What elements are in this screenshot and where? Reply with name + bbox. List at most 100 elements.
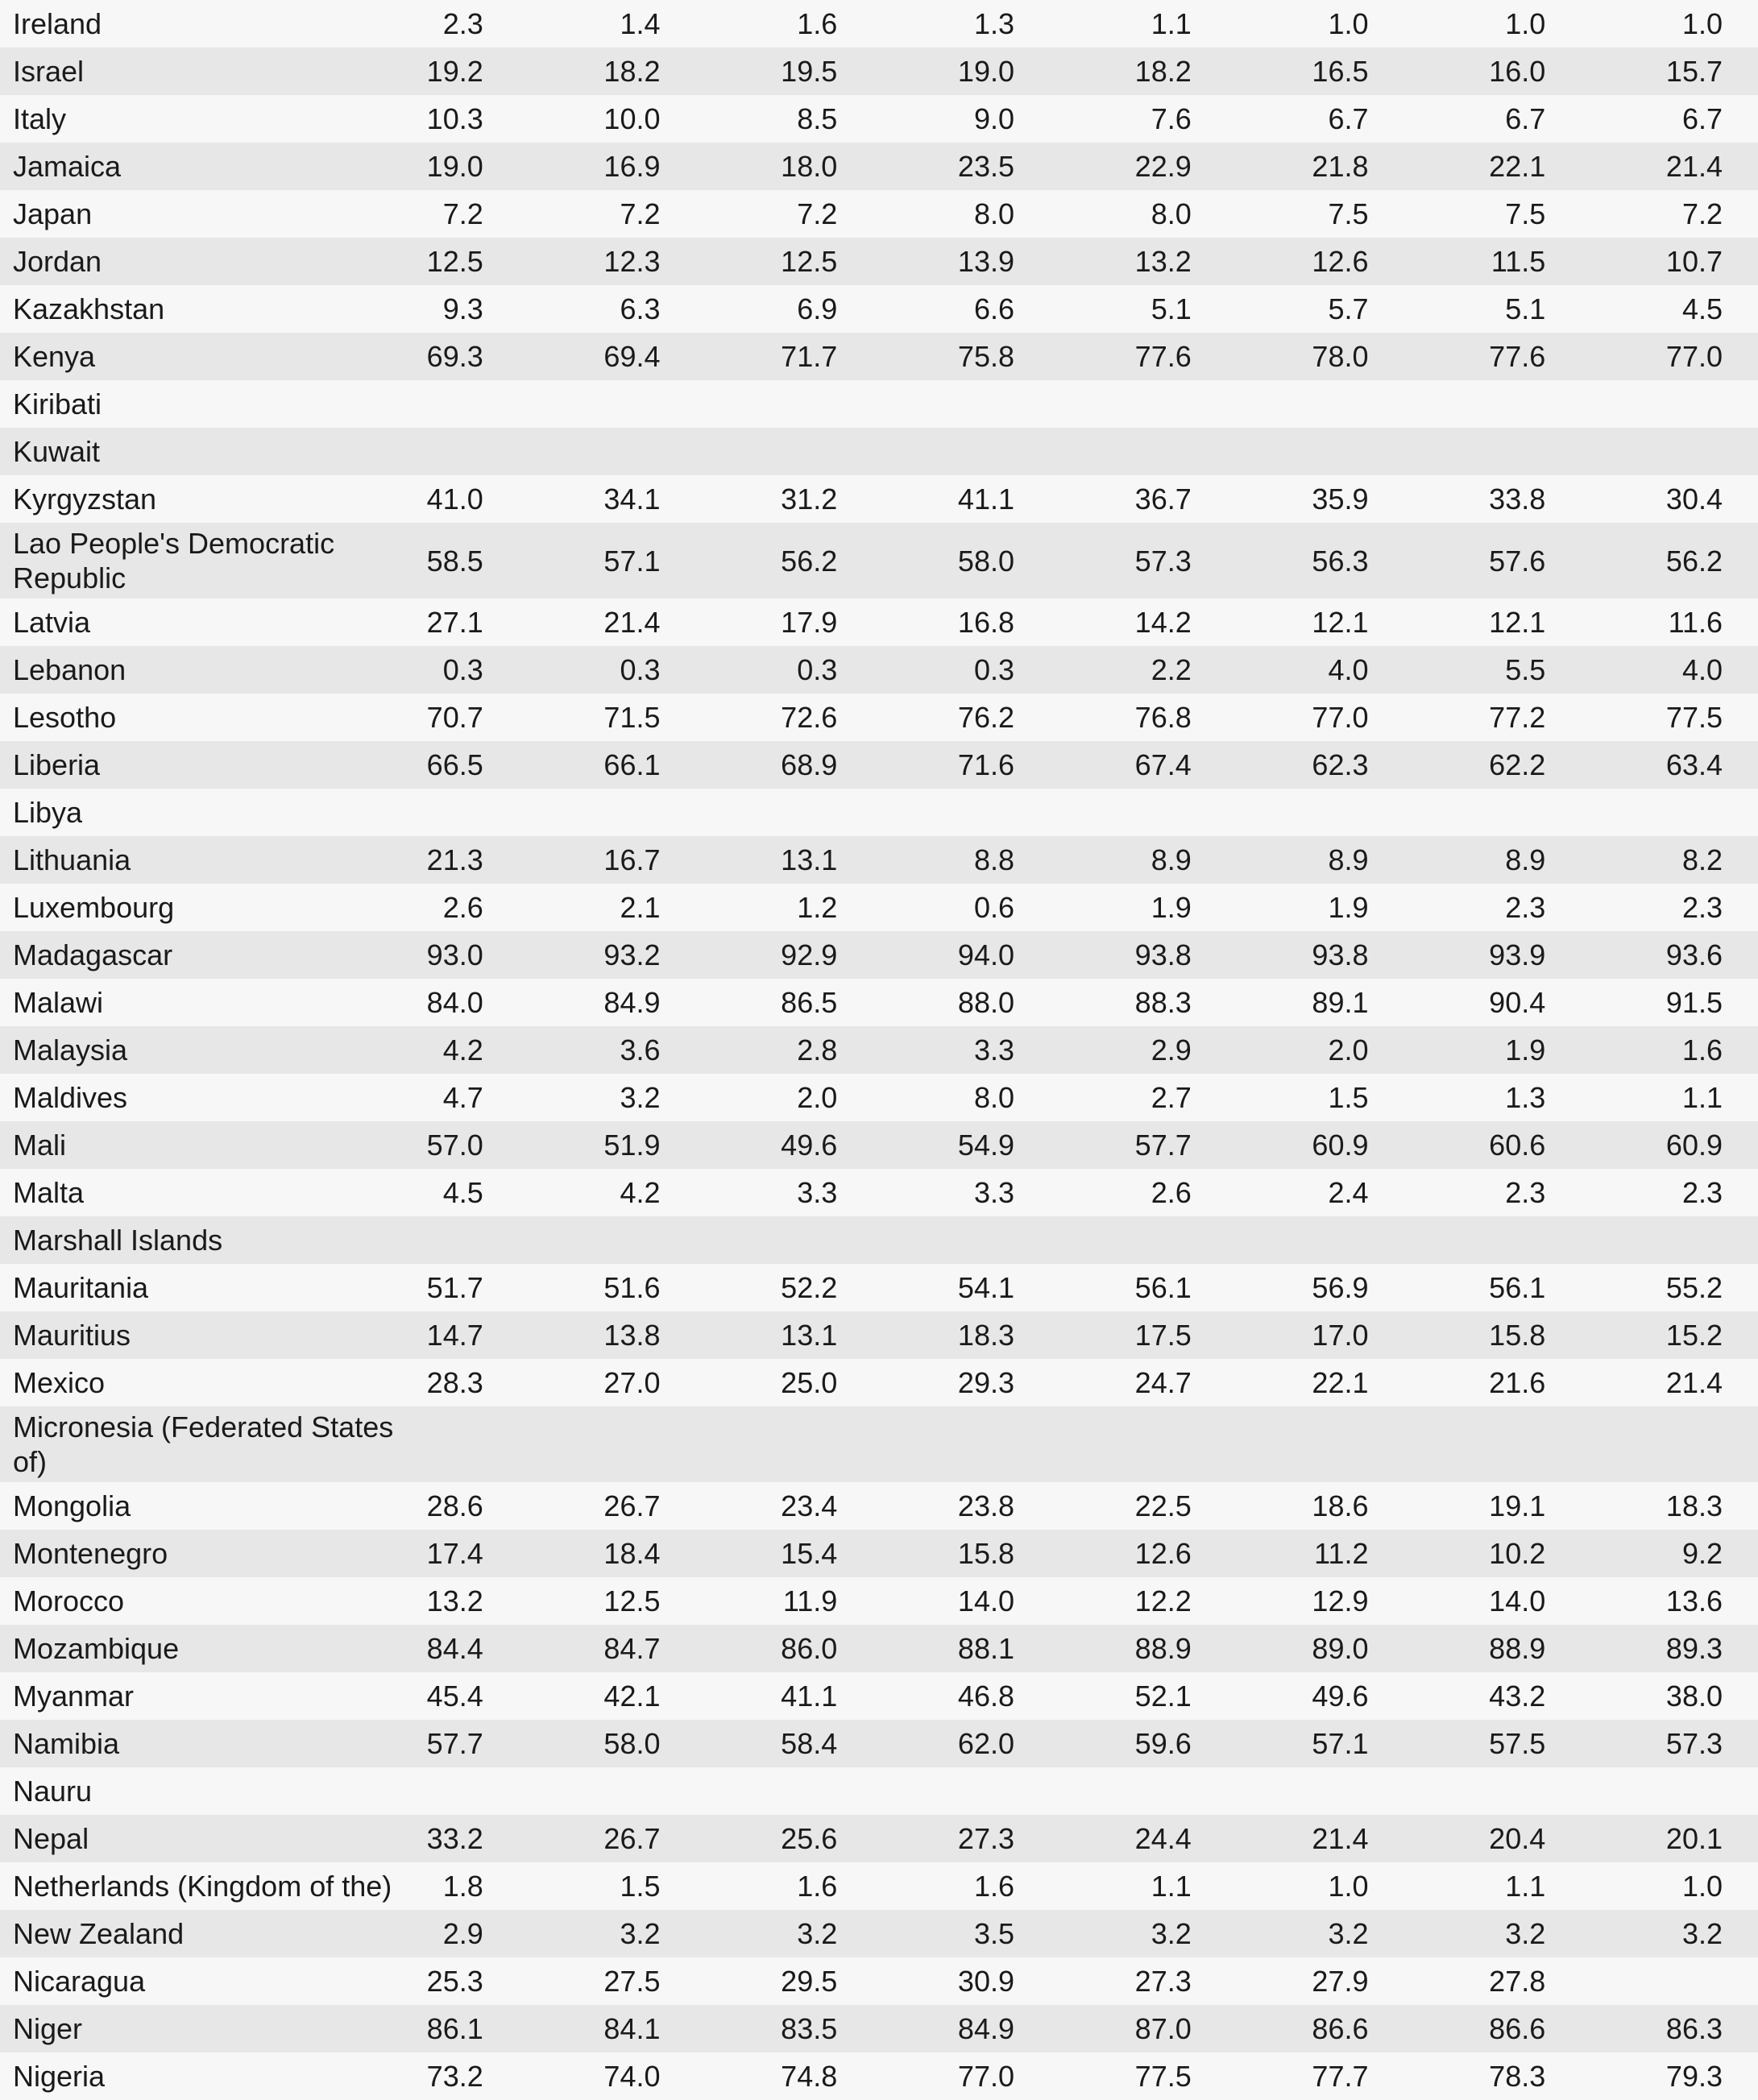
value-cell [873, 1406, 1050, 1482]
value-cell: 57.5 [1489, 1727, 1546, 1760]
country-cell: Namibia [13, 1727, 120, 1760]
table-row: Mozambique 84.4 84.7 86.0 88.1 88.9 89.0 88.9 89… [0, 1625, 1758, 1672]
table-row: Madagascar 93.0 93.2 92.9 94.0 93.8 93.8 93.9 93… [0, 931, 1758, 979]
country-cell: Madagascar [13, 938, 173, 971]
country-cell: Mongolia [13, 1489, 131, 1522]
value-cell: 84.0 [426, 986, 483, 1019]
value-cell: 93.0 [426, 938, 483, 971]
table-row: Libya [0, 789, 1758, 836]
value-cell: 71.5 [603, 701, 661, 734]
value-cell: 60.9 [1665, 1129, 1723, 1162]
value-cell: 23.5 [957, 150, 1014, 183]
value-cell: 57.7 [1134, 1129, 1192, 1162]
value-cell: 58.4 [781, 1727, 838, 1760]
value-cell: 2.0 [1328, 1033, 1369, 1067]
value-cell: 27.3 [1134, 1965, 1192, 1998]
country-cell: Lithuania [13, 843, 131, 876]
value-cell: 69.3 [426, 340, 483, 373]
value-cell: 25.0 [781, 1366, 838, 1399]
value-cell: 2.4 [1328, 1176, 1369, 1209]
value-cell: 13.9 [957, 245, 1014, 278]
table-row: Ireland 2.3 1.4 1.6 1.3 1.1 1.0 1.0 1.0 [0, 0, 1758, 48]
value-cell: 5.1 [1151, 292, 1192, 325]
table-row: Maldives 4.7 3.2 2.0 8.0 2.7 1.5 1.3 1.1 [0, 1074, 1758, 1121]
value-cell: 18.3 [957, 1319, 1014, 1352]
value-cell: 6.7 [1328, 102, 1369, 135]
value-cell: 88.9 [1489, 1632, 1546, 1665]
value-cell: 42.1 [603, 1680, 661, 1713]
value-cell: 62.2 [1489, 748, 1546, 781]
country-cell: Morocco [13, 1584, 125, 1617]
value-cell [519, 380, 696, 428]
value-cell: 12.5 [426, 245, 483, 278]
value-cell [1227, 428, 1404, 475]
value-cell: 4.7 [442, 1081, 483, 1114]
value-cell [873, 1767, 1050, 1815]
value-cell: 1.0 [1681, 1870, 1723, 1903]
country-cell: Maldives [13, 1081, 128, 1114]
value-cell: 0.3 [620, 653, 661, 686]
value-cell: 56.9 [1312, 1271, 1369, 1304]
value-cell [519, 1406, 696, 1482]
value-cell: 71.7 [781, 340, 838, 373]
value-cell: 43.2 [1489, 1680, 1546, 1713]
value-cell: 27.0 [603, 1366, 661, 1399]
value-cell: 8.9 [1328, 843, 1369, 876]
value-cell: 10.0 [603, 102, 661, 135]
country-cell: Lebanon [13, 653, 126, 686]
table-row: Mauritius 14.7 13.8 13.1 18.3 17.5 17.0 15.8 15.… [0, 1311, 1758, 1359]
value-cell: 1.1 [1681, 1081, 1723, 1114]
value-cell: 1.4 [620, 7, 661, 40]
value-cell [1050, 380, 1227, 428]
value-cell: 88.1 [957, 1632, 1014, 1665]
value-cell: 77.5 [1665, 701, 1723, 734]
value-cell: 26.7 [603, 1489, 661, 1522]
value-cell: 1.6 [973, 1870, 1014, 1903]
value-cell: 3.2 [1328, 1917, 1369, 1950]
value-cell: 0.3 [797, 653, 838, 686]
value-cell: 2.7 [1151, 1081, 1192, 1114]
value-cell: 2.3 [1505, 891, 1546, 924]
value-cell: 4.5 [442, 1176, 483, 1209]
value-cell: 23.8 [957, 1489, 1014, 1522]
value-cell: 86.1 [426, 2012, 483, 2045]
value-cell: 15.2 [1665, 1319, 1723, 1352]
value-cell: 2.3 [1681, 891, 1723, 924]
value-cell: 41.1 [957, 483, 1014, 516]
table-row: Malta 4.5 4.2 3.3 3.3 2.6 2.4 2.3 2.3 [0, 1169, 1758, 1216]
value-cell: 29.3 [957, 1366, 1014, 1399]
value-cell: 1.6 [1681, 1033, 1723, 1067]
value-cell [519, 428, 696, 475]
value-cell: 16.9 [603, 150, 661, 183]
value-cell: 6.7 [1505, 102, 1546, 135]
value-cell: 2.6 [442, 891, 483, 924]
value-cell: 3.2 [620, 1081, 661, 1114]
value-cell [1050, 428, 1227, 475]
value-cell: 6.3 [620, 292, 661, 325]
country-cell: Myanmar [13, 1680, 135, 1713]
value-cell: 7.5 [1328, 197, 1369, 230]
value-cell: 30.9 [957, 1965, 1014, 1998]
country-cell: New Zealand [13, 1917, 185, 1950]
value-cell [696, 1767, 873, 1815]
value-cell: 5.1 [1505, 292, 1546, 325]
value-cell: 93.9 [1489, 938, 1546, 971]
value-cell: 20.1 [1665, 1822, 1723, 1855]
table-row: Montenegro 17.4 18.4 15.4 15.8 12.6 11.2 10.2 9.… [0, 1530, 1758, 1577]
country-cell: Marshall Islands [13, 1224, 223, 1257]
value-cell: 17.9 [781, 606, 838, 639]
value-cell: 20.4 [1489, 1822, 1546, 1855]
table-row: Kuwait [0, 428, 1758, 475]
value-cell [342, 1767, 519, 1815]
value-cell: 78.0 [1312, 340, 1369, 373]
value-cell: 12.1 [1312, 606, 1369, 639]
value-cell: 13.1 [781, 843, 838, 876]
value-cell [1581, 1957, 1758, 2005]
value-cell: 49.6 [781, 1129, 838, 1162]
value-cell: 56.2 [781, 544, 838, 578]
value-cell: 6.6 [973, 292, 1014, 325]
value-cell: 57.3 [1665, 1727, 1723, 1760]
value-cell: 17.4 [426, 1537, 483, 1570]
country-cell: Lao People's Democratic Republic [13, 527, 335, 594]
value-cell [1050, 789, 1227, 836]
